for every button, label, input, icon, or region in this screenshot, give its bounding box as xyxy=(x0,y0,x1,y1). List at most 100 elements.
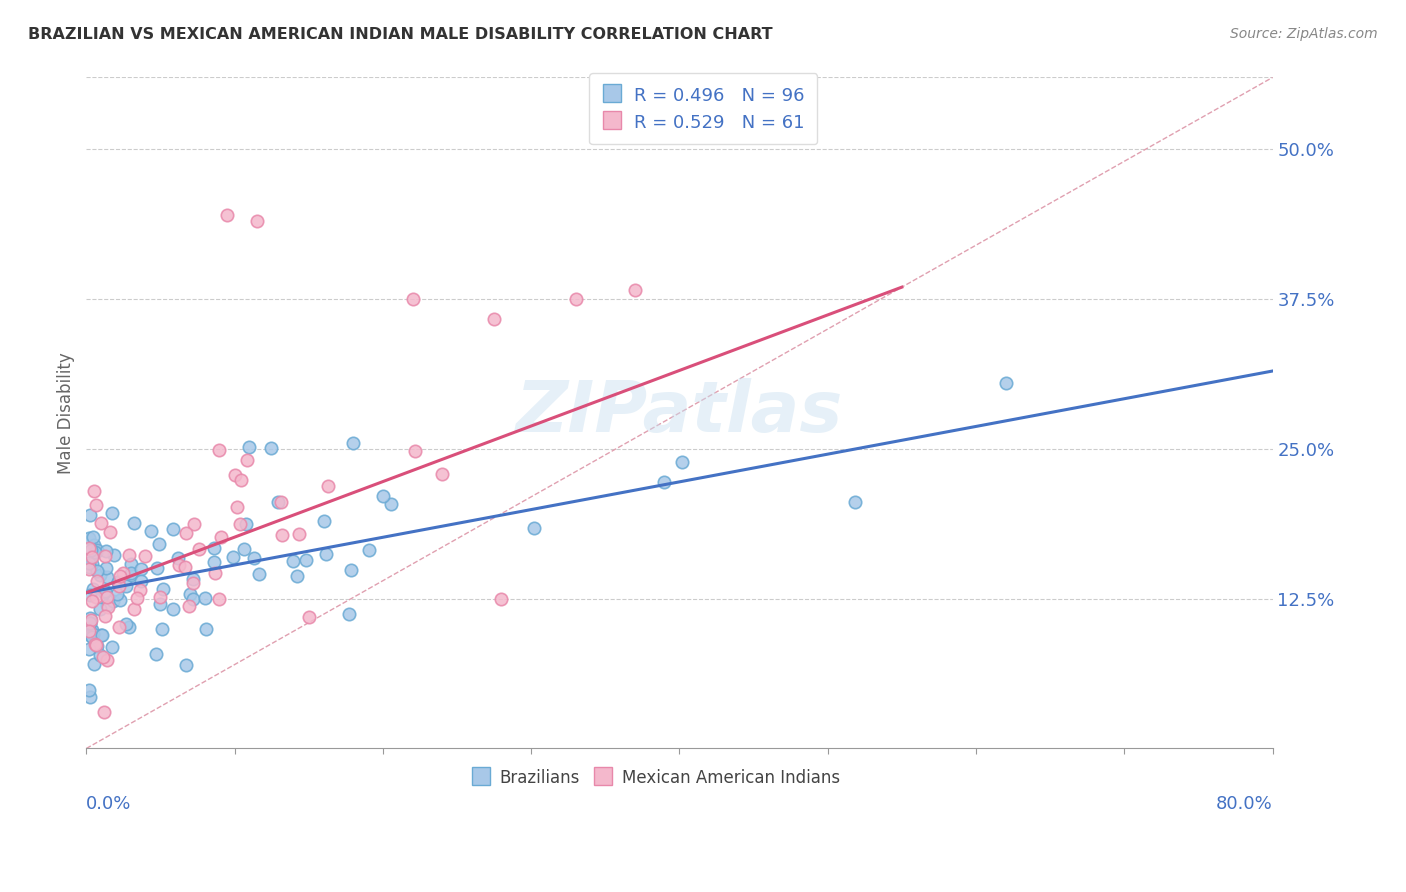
Point xyxy=(122,602,145,616)
Point xyxy=(83,657,105,672)
Point xyxy=(96,590,118,604)
Point xyxy=(162,602,184,616)
Point xyxy=(652,475,675,489)
Point xyxy=(128,583,150,598)
Point xyxy=(94,549,117,563)
Point xyxy=(77,682,100,697)
Point xyxy=(148,537,170,551)
Point xyxy=(86,639,108,653)
Point xyxy=(86,591,108,605)
Point xyxy=(100,640,122,654)
Point xyxy=(96,598,118,612)
Point xyxy=(207,592,229,607)
Point xyxy=(96,653,118,667)
Point xyxy=(94,583,117,598)
Point xyxy=(167,558,190,573)
Point xyxy=(179,587,201,601)
Point xyxy=(101,506,124,520)
Point xyxy=(89,648,111,662)
Point xyxy=(225,500,247,515)
Point xyxy=(118,548,141,562)
Point xyxy=(120,557,142,571)
Point xyxy=(80,594,103,608)
Point xyxy=(80,630,103,644)
Point xyxy=(285,568,308,582)
Point xyxy=(82,530,104,544)
Point xyxy=(94,543,117,558)
Point xyxy=(174,658,197,673)
Point xyxy=(79,508,101,522)
Point xyxy=(181,592,204,607)
Point xyxy=(77,642,100,657)
Point xyxy=(523,520,546,534)
Point xyxy=(93,705,115,719)
Point xyxy=(97,600,120,615)
Point xyxy=(86,564,108,578)
Point xyxy=(209,530,232,544)
Point xyxy=(79,611,101,625)
Point xyxy=(844,494,866,508)
Point xyxy=(624,283,647,297)
Point xyxy=(315,547,337,561)
Point xyxy=(84,638,107,652)
Text: 80.0%: 80.0% xyxy=(1216,796,1272,814)
Point xyxy=(86,542,108,557)
Point xyxy=(125,591,148,606)
Point xyxy=(994,376,1017,390)
Point xyxy=(94,609,117,624)
Y-axis label: Male Disability: Male Disability xyxy=(58,352,75,474)
Point xyxy=(83,484,105,499)
Point xyxy=(79,615,101,630)
Point xyxy=(150,623,173,637)
Point xyxy=(110,569,132,583)
Point xyxy=(146,560,169,574)
Point xyxy=(86,574,108,588)
Point xyxy=(134,549,156,563)
Point xyxy=(564,292,586,306)
Point xyxy=(108,579,131,593)
Point xyxy=(217,208,239,222)
Point xyxy=(120,566,142,580)
Point xyxy=(194,591,217,606)
Point xyxy=(77,624,100,639)
Point xyxy=(84,498,107,512)
Point xyxy=(129,574,152,588)
Point xyxy=(80,623,103,637)
Point xyxy=(107,575,129,590)
Point xyxy=(174,526,197,541)
Point xyxy=(83,538,105,552)
Point xyxy=(194,622,217,636)
Point xyxy=(139,524,162,538)
Point xyxy=(122,516,145,530)
Point xyxy=(93,584,115,599)
Point xyxy=(183,516,205,531)
Point xyxy=(357,543,380,558)
Point xyxy=(79,543,101,558)
Point xyxy=(91,649,114,664)
Point xyxy=(79,628,101,642)
Point xyxy=(430,467,453,481)
Point xyxy=(174,560,197,574)
Point xyxy=(404,443,426,458)
Point xyxy=(179,599,201,613)
Point xyxy=(202,555,225,569)
Point xyxy=(401,292,423,306)
Point xyxy=(77,531,100,545)
Point xyxy=(222,550,245,565)
Point xyxy=(246,214,269,228)
Point xyxy=(204,566,226,580)
Point xyxy=(236,452,259,467)
Point xyxy=(96,569,118,583)
Point xyxy=(671,455,693,469)
Point xyxy=(112,566,135,580)
Point xyxy=(89,568,111,582)
Text: 0.0%: 0.0% xyxy=(86,796,132,814)
Point xyxy=(79,588,101,602)
Point xyxy=(380,497,402,511)
Point xyxy=(271,528,294,542)
Text: ZIPatlas: ZIPatlas xyxy=(516,378,844,448)
Point xyxy=(117,620,139,634)
Point xyxy=(90,628,112,642)
Point xyxy=(114,579,136,593)
Point xyxy=(247,566,270,581)
